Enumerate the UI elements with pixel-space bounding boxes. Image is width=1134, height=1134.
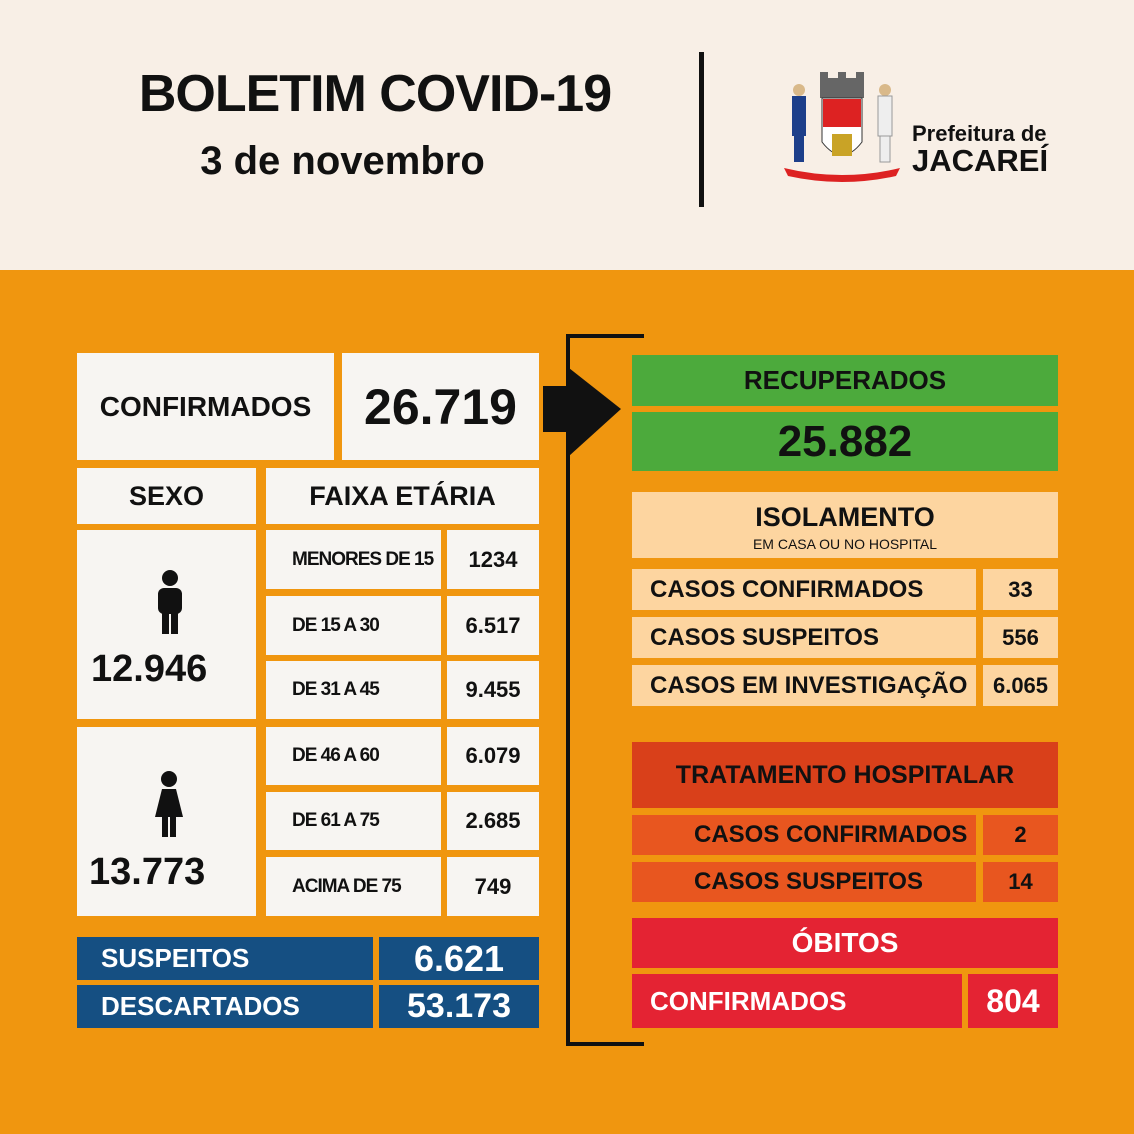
isolamento-header: ISOLAMENTO EM CASA OU NO HOSPITAL bbox=[632, 492, 1058, 558]
bracket-line bbox=[566, 334, 570, 1046]
city-coat-of-arms-logo bbox=[784, 72, 900, 182]
bulletin-date: 3 de novembro bbox=[200, 138, 485, 183]
female-count: 13.773 bbox=[89, 851, 206, 893]
isolamento-row-value: 33 bbox=[983, 569, 1058, 610]
suspeitos-label: SUSPEITOS bbox=[77, 937, 373, 980]
hospitalar-title: TRATAMENTO HOSPITALAR bbox=[632, 742, 1058, 808]
isolamento-row-label: CASOS CONFIRMADOS bbox=[632, 569, 976, 610]
hospitalar-row-value: 14 bbox=[983, 862, 1058, 902]
age-group-label: MENORES DE 15 bbox=[266, 530, 441, 589]
isolamento-row-label: CASOS SUSPEITOS bbox=[632, 617, 976, 658]
isolamento-row-label: CASOS EM INVESTIGAÇÃO bbox=[632, 665, 976, 706]
descartados-value: 53.173 bbox=[379, 985, 539, 1028]
age-group-value: 9.455 bbox=[447, 661, 539, 719]
age-group-value: 1234 bbox=[447, 530, 539, 589]
header-divider bbox=[699, 52, 704, 207]
female-box: 13.773 bbox=[77, 727, 256, 916]
age-group-value: 6.517 bbox=[447, 596, 539, 655]
confirmados-value: 26.719 bbox=[342, 353, 539, 460]
obitos-label: CONFIRMADOS bbox=[632, 974, 962, 1028]
age-group-label: DE 46 A 60 bbox=[266, 727, 441, 785]
isolamento-subtitle: EM CASA OU NO HOSPITAL bbox=[752, 536, 938, 552]
arrow-right-icon bbox=[543, 368, 621, 456]
female-person-icon bbox=[155, 771, 183, 837]
isolamento-title: ISOLAMENTO bbox=[755, 502, 935, 532]
male-box: 12.946 bbox=[77, 530, 256, 719]
isolamento-row-value: 556 bbox=[983, 617, 1058, 658]
male-person-icon bbox=[158, 570, 182, 634]
logo-text-city: JACAREÍ bbox=[912, 143, 1049, 178]
confirmados-label: CONFIRMADOS bbox=[77, 353, 334, 460]
age-group-value: 749 bbox=[447, 857, 539, 916]
age-group-label: DE 31 A 45 bbox=[266, 661, 441, 719]
recuperados-label: RECUPERADOS bbox=[632, 355, 1058, 406]
descartados-label: DESCARTADOS bbox=[77, 985, 373, 1028]
obitos-value: 804 bbox=[968, 974, 1058, 1028]
age-group-value: 2.685 bbox=[447, 792, 539, 850]
age-group-label: ACIMA DE 75 bbox=[266, 857, 441, 916]
page-title: BOLETIM COVID-19 bbox=[138, 65, 612, 123]
bracket-top bbox=[566, 334, 644, 338]
recuperados-value: 25.882 bbox=[632, 412, 1058, 471]
header bbox=[0, 0, 1134, 270]
bracket-bottom bbox=[566, 1042, 644, 1046]
logo-text-prefeitura: Prefeitura de bbox=[912, 121, 1047, 146]
hospitalar-row-label: CASOS CONFIRMADOS bbox=[632, 815, 976, 855]
male-count: 12.946 bbox=[91, 648, 208, 690]
hospitalar-row-value: 2 bbox=[983, 815, 1058, 855]
age-group-label: DE 15 A 30 bbox=[266, 596, 441, 655]
obitos-title: ÓBITOS bbox=[632, 918, 1058, 968]
hospitalar-row-label: CASOS SUSPEITOS bbox=[632, 862, 976, 902]
suspeitos-value: 6.621 bbox=[379, 937, 539, 980]
sexo-header: SEXO bbox=[77, 468, 256, 524]
age-group-value: 6.079 bbox=[447, 727, 539, 785]
isolamento-row-value: 6.065 bbox=[983, 665, 1058, 706]
age-group-label: DE 61 A 75 bbox=[266, 792, 441, 850]
faixa-etaria-header: FAIXA ETÁRIA bbox=[266, 468, 539, 524]
